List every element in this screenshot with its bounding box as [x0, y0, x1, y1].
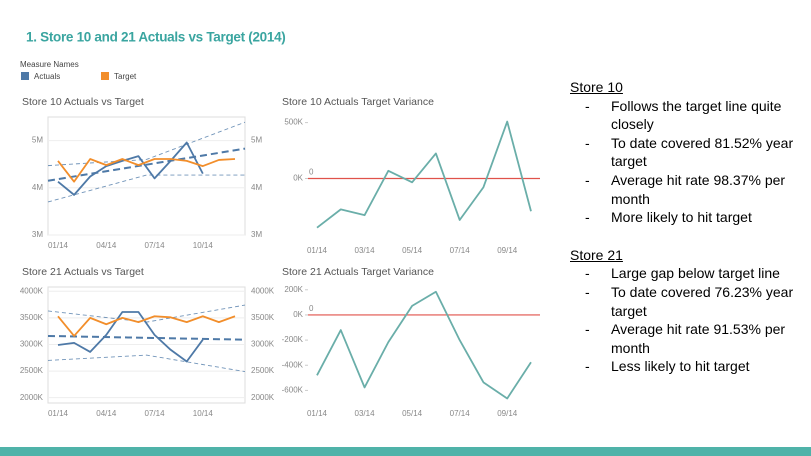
bullet-dash: - — [585, 283, 590, 300]
y-tick-label-right: 3500K — [251, 313, 275, 322]
y-tick-label: -400K — [282, 360, 304, 369]
y-tick-label: -200K — [282, 335, 304, 344]
trend-line — [47, 121, 246, 167]
note-text: More likely to hit target — [611, 209, 752, 226]
note-text: To date covered 76.23% year target — [611, 283, 794, 319]
bullet-dash: - — [585, 358, 590, 375]
y-tick-label: 4M — [32, 183, 43, 192]
x-tick-label: 01/14 — [307, 409, 328, 418]
note-heading: Store 21 — [570, 246, 623, 263]
y-tick-label: 2000K — [20, 393, 44, 402]
x-tick-label: 10/14 — [193, 241, 214, 250]
note-item: - Less likely to hit target — [570, 357, 806, 376]
y-tick-label: 200K — [284, 285, 303, 294]
x-tick-label: 07/14 — [450, 409, 471, 418]
trend-line — [47, 174, 245, 203]
x-tick-label: 05/14 — [402, 409, 423, 418]
legend-title: Measure Names — [20, 60, 79, 69]
y-tick-label: 3000K — [20, 340, 44, 349]
series-line — [316, 120, 532, 229]
note-group: Store 10 - Follows the target line quite c… — [570, 78, 806, 227]
series-line — [316, 290, 532, 400]
legend-swatch — [101, 72, 109, 80]
note-item: - Average hit rate 98.37% per month — [570, 171, 806, 208]
note-item: - More likely to hit target — [570, 208, 806, 227]
trend-line — [47, 334, 246, 341]
note-group: Store 21 - Large gap below target line - To … — [570, 246, 806, 376]
x-tick-label: 09/14 — [497, 246, 518, 255]
chart-title: Store 10 Actuals vs Target — [22, 96, 144, 108]
slide-title: 1. Store 10 and 21 Actuals vs Target (20… — [26, 30, 285, 45]
chart-title: Store 21 Actuals Target Variance — [282, 266, 434, 278]
series-line — [57, 141, 204, 196]
y-tick-label: 4000K — [20, 286, 44, 295]
bullet-dash: - — [585, 97, 590, 114]
x-tick-label: 01/14 — [48, 409, 69, 418]
series-line — [57, 158, 236, 183]
bullet-dash: - — [585, 265, 590, 282]
note-item: - To date covered 81.52% year target — [570, 134, 806, 171]
x-tick-label: 07/14 — [145, 409, 166, 418]
x-tick-label: 03/14 — [355, 409, 376, 418]
y-tick-label: -600K — [282, 386, 304, 395]
bullet-dash: - — [585, 209, 590, 226]
y-tick-label-right: 4000K — [251, 286, 275, 295]
x-tick-label: 05/14 — [402, 246, 423, 255]
trend-line — [47, 354, 246, 373]
legend-label: Target — [114, 72, 137, 81]
note-item: - Follows the target line quite closely — [570, 97, 806, 134]
x-tick-label: 07/14 — [450, 246, 471, 255]
footer-bar — [0, 447, 811, 456]
reference-label: 0 — [309, 304, 314, 313]
trend-line — [47, 147, 246, 182]
y-tick-label: 500K — [284, 118, 303, 127]
bullet-dash: - — [585, 171, 590, 188]
x-tick-label: 10/14 — [193, 409, 214, 418]
series-line — [57, 311, 204, 363]
series-line — [57, 315, 236, 337]
plot-frame — [47, 286, 246, 404]
bullet-dash: - — [585, 134, 590, 151]
note-text: To date covered 81.52% year target — [611, 134, 794, 170]
note-item: - Average hit rate 91.53% per month — [570, 320, 806, 357]
y-tick-label-right: 3M — [251, 230, 262, 239]
x-tick-label: 07/14 — [145, 241, 166, 250]
note-text: Less likely to hit target — [611, 358, 750, 375]
note-text: Average hit rate 98.37% per month — [611, 171, 786, 207]
y-tick-label-right: 2500K — [251, 366, 275, 375]
x-tick-label: 01/14 — [307, 246, 328, 255]
x-tick-label: 09/14 — [497, 409, 518, 418]
x-tick-label: 04/14 — [96, 409, 117, 418]
x-tick-label: 03/14 — [355, 246, 376, 255]
y-tick-label: 3M — [32, 230, 43, 239]
y-tick-label-right: 3000K — [251, 340, 275, 349]
chart-title: Store 21 Actuals vs Target — [22, 266, 144, 278]
y-tick-label: 5M — [32, 136, 43, 145]
legend-label: Actuals — [34, 72, 60, 81]
note-item: - Large gap below target line — [570, 264, 806, 283]
y-tick-label: 3500K — [20, 313, 44, 322]
chart-title: Store 10 Actuals Target Variance — [282, 96, 434, 108]
notes: Store 10 - Follows the target line quite c… — [570, 78, 806, 395]
x-tick-label: 04/14 — [96, 241, 117, 250]
legend-swatch — [21, 72, 29, 80]
y-tick-label-right: 2000K — [251, 393, 275, 402]
note-heading: Store 10 — [570, 79, 623, 95]
y-tick-label: 2500K — [20, 366, 44, 375]
y-tick-label: 0K — [293, 310, 303, 319]
note-text: Follows the target line quite closely — [611, 97, 782, 133]
note-item: - To date covered 76.23% year target — [570, 283, 806, 320]
note-text: Large gap below target line — [611, 265, 780, 282]
y-tick-label-right: 4M — [251, 183, 262, 192]
y-tick-label-right: 5M — [251, 136, 262, 145]
bullet-dash: - — [585, 321, 590, 338]
x-tick-label: 01/14 — [48, 241, 69, 250]
y-tick-label: 0K — [293, 174, 303, 183]
note-text: Average hit rate 91.53% per month — [611, 321, 786, 356]
reference-label: 0 — [309, 168, 314, 177]
